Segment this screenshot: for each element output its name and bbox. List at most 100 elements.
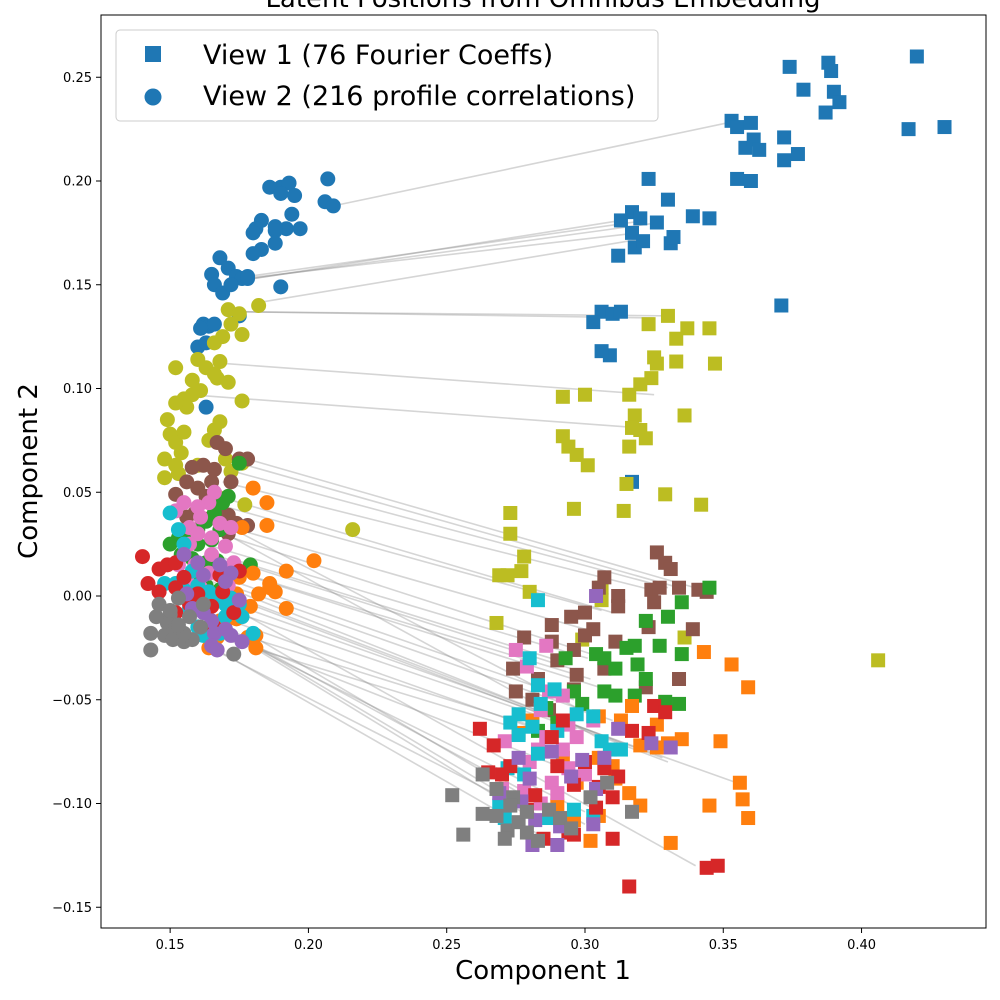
view1-point-class1-10 xyxy=(633,377,648,392)
link-line-10 xyxy=(247,458,710,593)
view2-point-class1-24 xyxy=(176,424,192,440)
view2-point-class1-36 xyxy=(237,497,253,513)
view1-point-class6-12 xyxy=(613,742,628,757)
view1-point-class4-20 xyxy=(735,792,750,807)
y-tick-label: 0.20 xyxy=(63,175,92,190)
view2-point-class5-8 xyxy=(223,520,239,536)
link-line-16 xyxy=(230,526,586,630)
view2-point-class0-37 xyxy=(223,277,239,293)
legend-label-view1: View 1 (76 Fourier Coeffs) xyxy=(203,40,553,71)
view1-point-class6-9 xyxy=(569,707,584,722)
link-line-13 xyxy=(222,481,660,593)
view1-point-class0-11 xyxy=(777,153,792,168)
view2-point-class8-16 xyxy=(217,573,233,589)
view1-point-class3-5 xyxy=(627,638,642,653)
view2-point-class8-12 xyxy=(234,634,250,650)
view2-point-class8-0 xyxy=(176,547,192,562)
view1-point-class1-8 xyxy=(707,356,722,371)
view2-point-class0-2 xyxy=(262,179,278,195)
view2-point-class1-21 xyxy=(159,412,175,428)
view1-point-class5-0 xyxy=(539,638,554,653)
link-line-2 xyxy=(241,232,638,280)
plot-frame xyxy=(100,14,987,929)
view1-point-class6-22 xyxy=(594,734,609,749)
view1-point-class6-13 xyxy=(530,746,545,761)
view1-point-class9-14 xyxy=(564,821,579,836)
view1-point-class2-13 xyxy=(577,605,592,620)
view1-point-class0-18 xyxy=(752,142,767,157)
y-tick-label: −0.05 xyxy=(52,693,92,708)
link-line-4 xyxy=(228,219,622,284)
view1-point-class0-15 xyxy=(743,115,758,130)
view1-point-class9-5 xyxy=(489,808,504,823)
legend: View 1 (76 Fourier Coeffs) View 2 (216 p… xyxy=(115,29,659,122)
view1-point-class0-34 xyxy=(611,248,626,263)
view1-point-class8-13 xyxy=(522,771,537,786)
view1-point-class5-9 xyxy=(555,742,570,757)
link-line-29 xyxy=(230,620,530,728)
view2-point-class8-11 xyxy=(223,627,239,643)
view1-point-class7-27 xyxy=(495,767,510,782)
view1-point-class3-13 xyxy=(638,672,653,686)
view1-point-class8-8 xyxy=(550,838,565,852)
view1-point-class6-7 xyxy=(525,719,540,734)
link-line-31 xyxy=(211,634,519,730)
view1-point-class9-0 xyxy=(445,788,460,803)
view1-point-class0-21 xyxy=(641,171,656,186)
view1-point-class8-10 xyxy=(586,817,601,832)
view2-point-class1-8 xyxy=(168,360,184,376)
view1-point-class1-27 xyxy=(658,487,673,502)
view1-point-class0-8 xyxy=(782,59,797,74)
x-tick-label: 0.30 xyxy=(571,938,600,953)
view1-point-class6-2 xyxy=(547,682,562,697)
view1-point-class4-19 xyxy=(702,798,717,813)
view2-point-class1-4 xyxy=(251,298,267,313)
view2-point-class0-27 xyxy=(273,279,289,295)
view1-point-class6-1 xyxy=(522,651,537,666)
legend-circle-marker xyxy=(144,88,162,106)
view1-point-class4-1 xyxy=(724,657,739,672)
view1-point-class0-33 xyxy=(666,230,681,245)
view2-point-class1-30 xyxy=(173,445,189,461)
view2-point-class4-10 xyxy=(251,586,267,602)
view1-point-class2-28 xyxy=(508,684,523,699)
view1-point-class2-7 xyxy=(652,580,667,595)
view2-point-class0-4 xyxy=(273,185,289,201)
view1-point-class7-10 xyxy=(550,759,565,774)
view1-point-class7-13 xyxy=(611,769,626,784)
view1-point-class2-11 xyxy=(647,595,662,610)
view1-point-class1-1 xyxy=(660,308,675,323)
view1-point-class7-6 xyxy=(472,721,487,736)
view1-point-class9-17 xyxy=(600,775,615,790)
view1-point-class3-9 xyxy=(558,651,573,666)
view1-point-class8-2 xyxy=(644,736,659,751)
view1-point-class4-9 xyxy=(713,734,728,749)
view1-point-class8-4 xyxy=(544,744,559,759)
view1-point-class1-25 xyxy=(616,503,631,518)
view1-point-class1-40 xyxy=(871,653,886,668)
y-tick-label: 0.05 xyxy=(63,486,92,501)
view1-point-class3-19 xyxy=(672,696,687,711)
view1-point-class5-10 xyxy=(497,734,512,749)
view1-point-class7-3 xyxy=(625,723,639,738)
link-line-30 xyxy=(222,628,536,728)
link-line-0 xyxy=(333,120,738,207)
view1-point-class0-24 xyxy=(702,211,717,226)
y-tick-label: 0.15 xyxy=(63,278,92,293)
view1-point-class8-3 xyxy=(663,740,678,755)
view1-point-class1-13 xyxy=(555,389,570,404)
view2-point-class7-4 xyxy=(176,569,192,585)
x-tick-label: 0.40 xyxy=(847,938,876,953)
view2-point-class4-21 xyxy=(248,640,264,656)
view1-point-class5-19 xyxy=(569,730,584,745)
view1-point-class4-18 xyxy=(622,786,637,801)
view1-point-class1-19 xyxy=(622,439,637,454)
view2-point-class0-19 xyxy=(212,250,228,266)
view2-point-class8-13 xyxy=(212,557,228,573)
view1-point-class4-21 xyxy=(741,811,756,826)
view1-point-class8-17 xyxy=(511,750,526,765)
view1-point-class6-0 xyxy=(530,593,545,608)
view2-point-class2-5 xyxy=(206,461,222,477)
